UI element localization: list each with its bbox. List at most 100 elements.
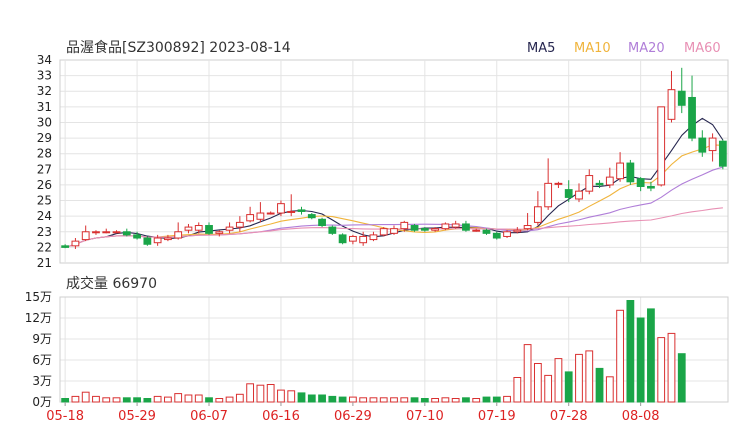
candle-body — [667, 89, 676, 120]
volume-bar — [92, 395, 100, 403]
volume-title: 成交量 66970 — [66, 275, 157, 292]
price-tick-label: 23 — [37, 225, 52, 239]
volume-bar — [523, 344, 532, 403]
candle-body — [349, 235, 357, 242]
x-tick-label: 07-19 — [478, 409, 516, 424]
candle-body — [698, 137, 707, 153]
candle-body — [462, 223, 470, 231]
candle-body — [503, 231, 511, 237]
volume-bar — [575, 353, 583, 403]
candle-body — [544, 182, 553, 208]
candle-body — [410, 225, 419, 231]
candle-body — [564, 189, 573, 198]
price-tick-label: 34 — [37, 53, 52, 67]
candle-body — [174, 231, 183, 239]
candle-body — [626, 162, 635, 183]
price-tick-label: 27 — [37, 162, 52, 176]
x-tick-label: 07-28 — [550, 409, 588, 424]
x-tick-label: 06-16 — [262, 409, 300, 424]
candle-body — [266, 212, 275, 215]
price-tick-label: 32 — [37, 84, 52, 98]
x-tick-label: 08-08 — [622, 409, 660, 424]
legend-ma5: MA5 — [527, 41, 555, 56]
volume-bar — [102, 397, 111, 403]
volume-bar — [451, 398, 460, 403]
price-frame — [59, 59, 729, 264]
volume-bar — [277, 389, 285, 403]
legend-ma20: MA20 — [628, 41, 665, 56]
volume-bar — [441, 397, 450, 403]
volume-tick-label: 3万 — [32, 374, 52, 388]
candle-body — [595, 182, 604, 186]
candle-body — [369, 234, 378, 241]
volume-bar — [369, 397, 378, 403]
volume-bar — [595, 367, 604, 403]
candle-body — [215, 231, 224, 234]
candle-body — [451, 223, 460, 228]
candle-body — [677, 90, 686, 106]
volume-bar — [636, 317, 645, 403]
volume-tick-label: 15万 — [25, 290, 52, 304]
candle-body — [256, 212, 265, 220]
candle-body — [472, 229, 481, 232]
candle-body — [338, 234, 347, 244]
volume-bar — [112, 397, 121, 403]
legend-ma60: MA60 — [684, 41, 721, 56]
volume-bar — [482, 396, 491, 403]
ma-line-ma20 — [64, 166, 724, 248]
candle-body — [708, 137, 717, 152]
candle-body — [575, 190, 583, 200]
candle-body — [246, 214, 255, 222]
candle-body — [647, 185, 655, 189]
volume-bar — [605, 376, 614, 403]
volume-bar — [431, 398, 439, 403]
x-axis: 05-18 05-29 06-07 06-16 06-29 07-10 07-19 07-28… — [46, 402, 660, 424]
price-tick-label: 28 — [37, 147, 52, 161]
candle-body — [554, 182, 563, 185]
volume-bar — [194, 394, 203, 403]
volume-bar — [533, 363, 542, 403]
volume-bar — [81, 391, 90, 403]
volume-bar — [585, 350, 594, 403]
volume-bar — [626, 300, 635, 403]
volume-bar — [554, 358, 563, 403]
volume-bar — [153, 395, 162, 403]
volume-bar — [564, 371, 573, 403]
volume-bar — [390, 397, 398, 403]
candle-body — [441, 223, 450, 230]
candle-body — [235, 221, 244, 228]
price-tick-label: 24 — [37, 209, 52, 223]
price-tick-label: 21 — [37, 256, 52, 270]
volume-bar — [400, 397, 409, 403]
x-tick-label: 06-29 — [334, 409, 372, 424]
volume-bar — [492, 396, 501, 403]
candle-body — [205, 225, 213, 234]
volume-bar — [205, 397, 213, 403]
ma-legend: MA5 MA10 MA20 MA60 — [527, 41, 721, 56]
candle-body — [359, 235, 368, 244]
volume-bar — [349, 396, 357, 403]
volume-bar — [379, 397, 388, 403]
volume-bar — [359, 397, 368, 403]
volume-bar — [647, 308, 655, 403]
candle-body — [81, 231, 90, 241]
volume-bar — [503, 395, 511, 403]
candle-body — [102, 231, 111, 234]
x-tick-label: 07-10 — [406, 409, 444, 424]
volume-bar — [410, 397, 419, 403]
volume-bar — [338, 396, 347, 403]
chart-title: 品渥食品[SZ300892] 2023-08-14 — [66, 39, 291, 56]
candle-body — [379, 228, 388, 236]
x-tick-label: 06-07 — [190, 409, 228, 424]
candle-body — [431, 228, 439, 231]
candle-body — [482, 229, 491, 234]
volume-bar — [297, 392, 306, 403]
volume-bar — [287, 390, 296, 403]
candle-body — [71, 240, 80, 247]
volume-bar — [462, 397, 470, 403]
candle-body — [513, 229, 522, 233]
x-tick-label: 05-18 — [46, 409, 84, 424]
volume-bar — [318, 394, 326, 403]
volume-bar — [677, 353, 686, 403]
